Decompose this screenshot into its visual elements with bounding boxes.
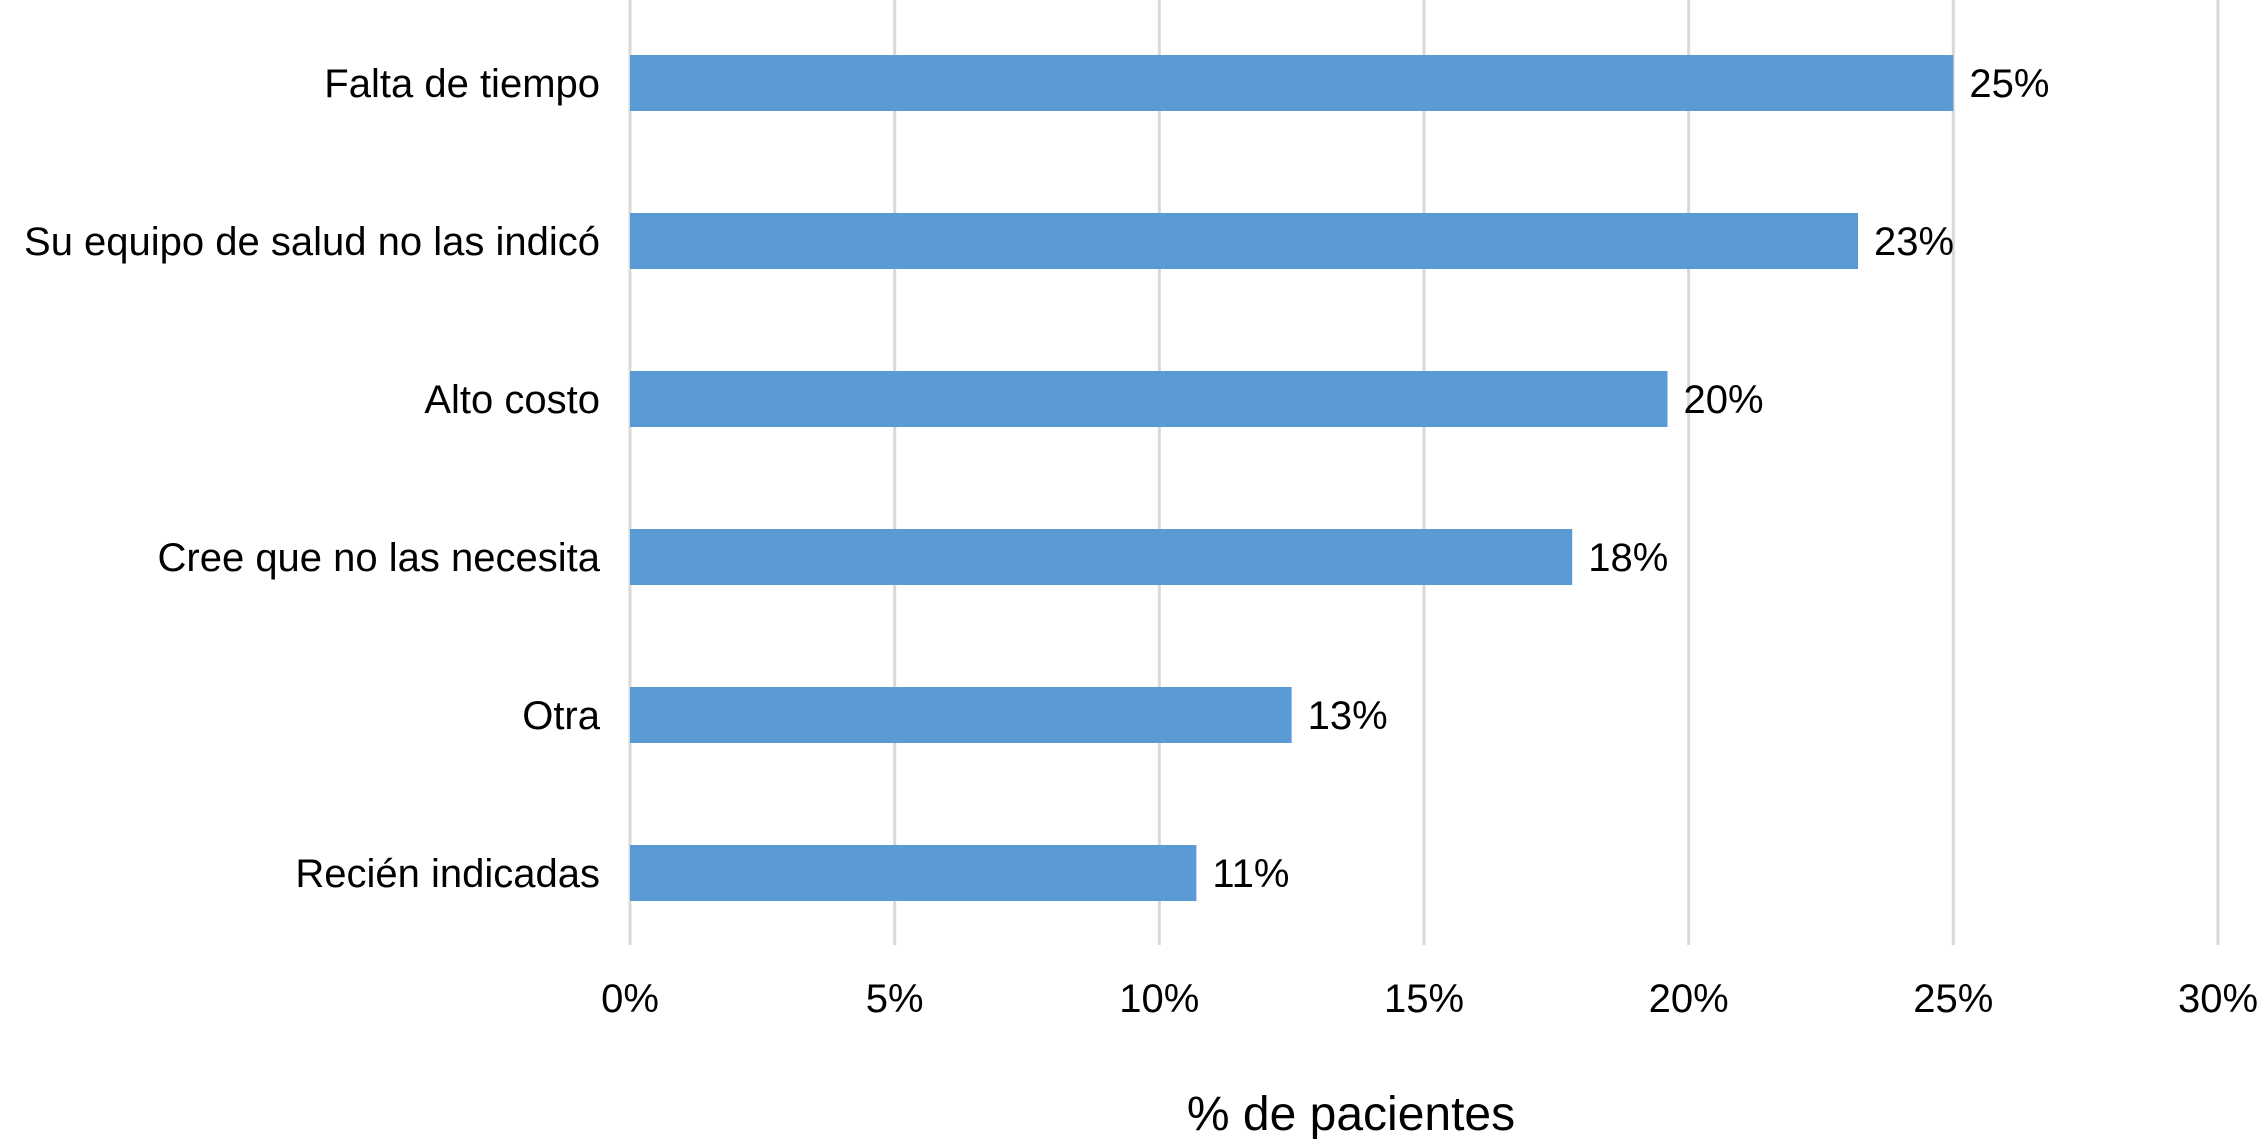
value-label: 25% [1969,62,2049,106]
x-axis-title: % de pacientes [1187,1088,1515,1139]
bar [630,213,1859,269]
x-tick-label: 30% [2178,977,2258,1021]
bar [630,845,1197,901]
gridlines [628,0,2220,945]
category-label: Alto costo [424,378,600,422]
category-label: Su equipo de salud no las indicó [24,220,600,264]
bar [630,371,1668,427]
category-label: Cree que no las necesita [158,536,601,580]
category-labels: Falta de tiempo Su equipo de salud no las… [24,62,601,896]
bars [630,55,1954,901]
value-label: 20% [1683,378,1763,422]
category-label: Recién indicadas [295,852,600,896]
value-label: 13% [1308,694,1388,738]
value-label: 23% [1874,220,1954,264]
x-tick-label: 20% [1649,977,1729,1021]
x-tick-label: 0% [601,977,659,1021]
x-tick-label: 10% [1119,977,1199,1021]
x-tick-label: 25% [1913,977,1993,1021]
category-label: Falta de tiempo [324,62,600,106]
bar [630,55,1954,111]
category-label: Otra [522,694,601,738]
bar [630,687,1292,743]
bar [630,529,1573,585]
value-label: 11% [1212,852,1289,896]
x-tick-label: 5% [866,977,924,1021]
value-label: 18% [1588,536,1668,580]
x-tick-label: 15% [1384,977,1464,1021]
x-tick-labels: 0% 5% 10% 15% 20% 25% 30% [601,977,2258,1021]
value-labels: 25% 23% 20% 18% 13% 11% [1212,62,2049,896]
